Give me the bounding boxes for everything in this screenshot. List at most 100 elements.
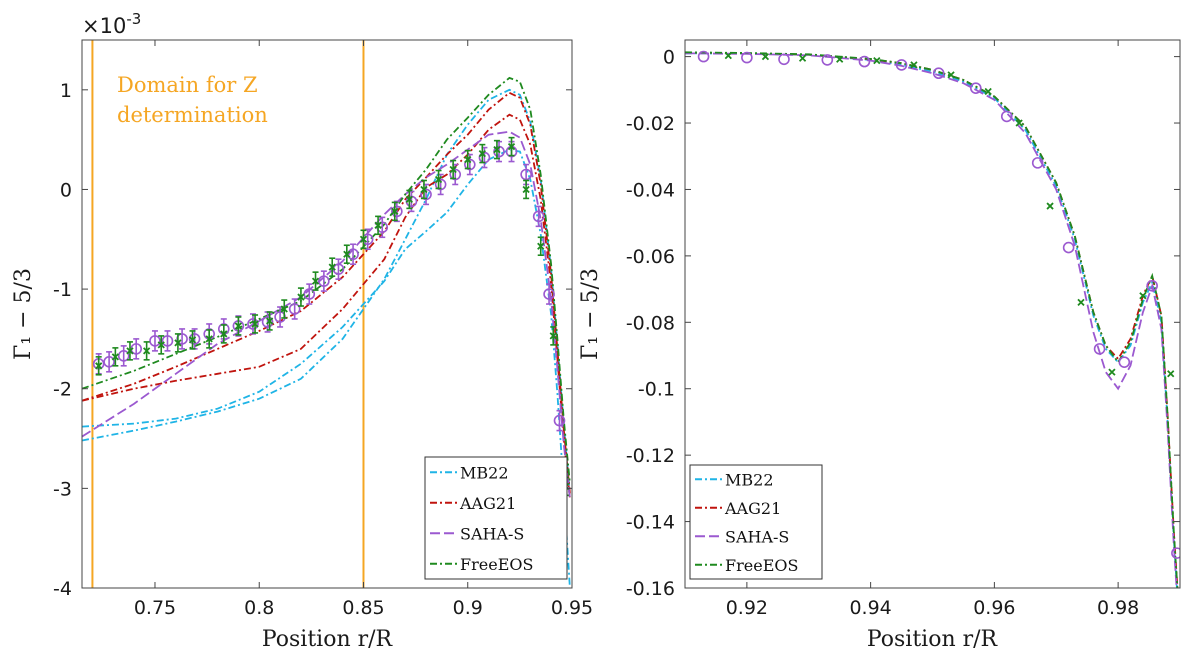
series-line-aag21-3 <box>82 91 571 494</box>
left-legend: MB22 AAG21 SAHA-S FreeEOS <box>424 456 568 580</box>
y-tick-label: -0.12 <box>626 445 675 467</box>
obs-cross-point <box>549 326 557 346</box>
legend-label-freeeos: FreeEOS <box>460 555 533 574</box>
obs-circle-point <box>895 59 908 71</box>
y-tick-label: -3 <box>53 478 72 500</box>
obs-cross-point <box>95 356 103 376</box>
series-line-freeeos-5 <box>82 76 571 484</box>
y-tick-label: -0.02 <box>626 113 675 135</box>
legend-label-saha-s: SAHA-S <box>725 527 789 546</box>
obs-cross-point <box>157 335 165 355</box>
x-tick-label: 0.98 <box>1097 597 1139 619</box>
obs-cross-point <box>478 143 486 164</box>
series-line-saha-s-2 <box>685 52 1178 588</box>
obs-cross-point <box>1046 202 1054 210</box>
obs-cross-point <box>205 329 213 349</box>
domain-annotation-line1: Domain for Z <box>117 73 258 97</box>
obs-circle-point <box>932 67 945 80</box>
x-tick-label: 0.8 <box>244 597 274 619</box>
obs-circle-point <box>821 54 834 66</box>
y-tick-label: -4 <box>53 578 72 600</box>
obs-circle-point <box>1000 110 1013 123</box>
obs-circle-point <box>858 55 871 68</box>
obs-cross-point <box>143 341 151 361</box>
obs-cross-point <box>449 159 457 180</box>
legend-box <box>424 456 568 580</box>
obs-cross-point <box>126 341 134 361</box>
y-tick-label: -0.04 <box>626 179 675 201</box>
obs-cross-point <box>910 61 918 69</box>
y-tick-label: 0 <box>60 179 72 201</box>
series-line-saha-s-4 <box>82 130 571 499</box>
obs-cross-point <box>522 179 530 200</box>
obs-circle-point <box>1031 157 1044 169</box>
obs-cross-point <box>947 71 955 79</box>
obs-cross-point <box>311 271 320 291</box>
x-tick-label: 0.75 <box>134 597 176 619</box>
obs-circle-point <box>376 216 389 239</box>
y-tick-label: -0.16 <box>626 578 675 600</box>
obs-cross-point <box>391 201 399 222</box>
obs-cross-point <box>188 330 197 350</box>
legend-label-mb22: MB22 <box>725 470 774 489</box>
y-tick-label: -2 <box>53 379 72 401</box>
obs-circle-point <box>1171 547 1180 559</box>
obs-cross-point <box>1015 119 1023 127</box>
right-axes-frame <box>684 39 1181 589</box>
legend-label-mb22: MB22 <box>460 463 509 482</box>
obs-circle-point <box>532 205 545 228</box>
obs-cross-point <box>836 55 844 63</box>
obs-cross-point <box>359 229 368 250</box>
obs-cross-point <box>374 215 382 236</box>
obs-cross-point <box>220 324 228 344</box>
obs-circle-point <box>697 50 710 63</box>
obs-cross-point <box>420 179 428 200</box>
left-chart: 0.75 0.8 0.85 0.9 0.95 -4 -3 -2 -1 0 1 ×10-3 Domai… <box>11 10 593 652</box>
obs-cross-point <box>328 257 336 277</box>
obs-circle-point <box>1146 279 1158 292</box>
obs-cross-point <box>1167 370 1175 378</box>
domain-annotation-line2: determination <box>117 103 268 127</box>
obs-cross-point <box>251 314 259 334</box>
obs-circle-point <box>103 351 115 373</box>
obs-circle-point <box>741 51 753 64</box>
y-tick-label: -0.1 <box>638 379 675 401</box>
obs-cross-point <box>266 311 274 331</box>
obs-cross-point <box>761 52 770 61</box>
obs-cross-point <box>464 149 472 170</box>
obs-cross-point <box>724 51 732 60</box>
right-y-axis-label: Γ₁ − 5/3 <box>578 268 603 360</box>
right-chart: 0.92 0.94 0.96 0.98 0 -0.02 -0.04 -0.06 -0.08 -0.… <box>578 39 1181 652</box>
x-tick-label: 0.9 <box>453 597 483 619</box>
obs-cross-point <box>493 139 501 160</box>
obs-cross-point <box>507 136 516 157</box>
x-tick-label: 0.94 <box>849 597 891 619</box>
legend-label-freeeos: FreeEOS <box>725 556 798 575</box>
obs-cross-point <box>297 287 305 307</box>
obs-circle-point <box>778 53 790 66</box>
x-tick-label: 0.95 <box>551 597 593 619</box>
obs-cross-point <box>798 54 807 62</box>
left-y-multiplier: ×10-3 <box>82 10 141 38</box>
obs-circle-point <box>1062 241 1075 254</box>
right-x-axis-label: Position r/R <box>867 627 999 652</box>
x-tick-label: 0.92 <box>726 597 768 619</box>
obs-cross-point <box>537 236 545 257</box>
obs-cross-point <box>343 244 351 264</box>
obs-circle-point <box>130 338 143 360</box>
obs-circle-point <box>318 270 330 292</box>
obs-circle-point <box>117 345 130 367</box>
y-tick-label: 0 <box>663 47 675 69</box>
obs-cross-point <box>1077 298 1085 307</box>
right-legend: MB22 AAG21 SAHA-S FreeEOS <box>689 464 823 580</box>
legend-label-aag21: AAG21 <box>459 494 516 513</box>
obs-circle-point <box>970 82 982 94</box>
obs-cross-point <box>280 299 288 319</box>
obs-circle-point <box>1093 343 1106 355</box>
obs-cross-point <box>873 56 881 65</box>
obs-cross-point <box>405 189 413 210</box>
x-tick-label: 0.96 <box>973 597 1015 619</box>
obs-circle-point <box>303 283 316 305</box>
y-tick-label: -0.14 <box>626 512 675 534</box>
obs-circle-point <box>1118 356 1131 368</box>
